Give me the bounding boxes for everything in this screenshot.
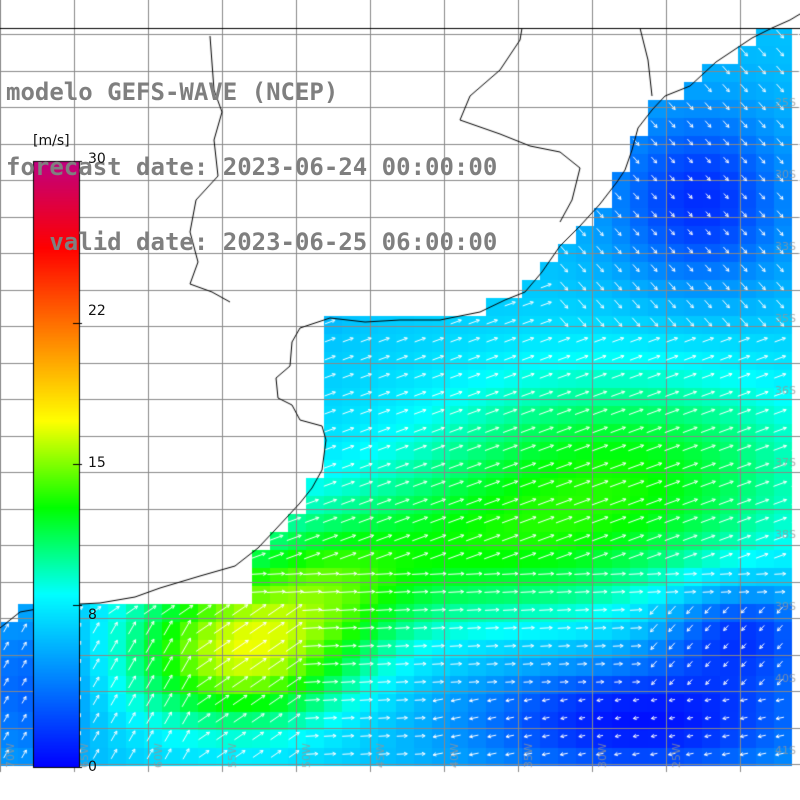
model-title: modelo GEFS-WAVE (NCEP) [6, 78, 339, 106]
colorbar-tick-8: 8 [88, 607, 97, 623]
colorbar-tick-22: 22 [88, 303, 106, 319]
colorbar-unit: [m/s] [33, 133, 70, 149]
forecast-date: forecast date: 2023-06-24 00:00:00 [6, 153, 498, 181]
colorbar-tick-30: 30 [88, 151, 106, 167]
colorbar-tick-15: 15 [88, 455, 106, 471]
valid-date: valid date: 2023-06-25 06:00:00 [6, 228, 498, 256]
map-header: modelo GEFS-WAVE (NCEP) forecast date: 2… [6, 30, 497, 280]
colorbar-tick-0: 0 [88, 759, 97, 775]
